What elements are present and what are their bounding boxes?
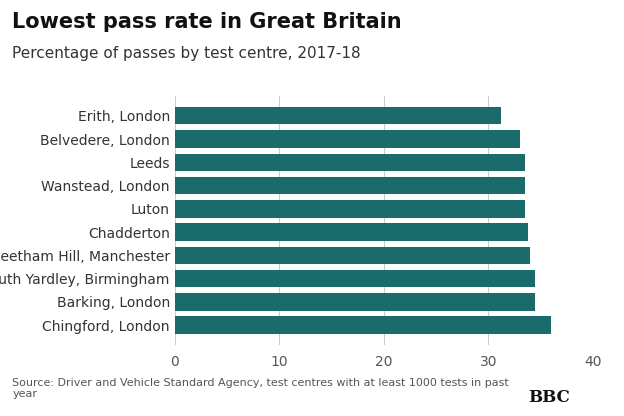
Bar xyxy=(175,130,520,148)
Bar xyxy=(175,107,501,124)
Bar xyxy=(175,293,535,311)
Bar xyxy=(175,200,525,218)
Bar xyxy=(175,223,528,241)
Bar xyxy=(175,177,525,194)
Bar xyxy=(175,154,525,171)
Bar xyxy=(175,317,551,334)
Text: Percentage of passes by test centre, 2017-18: Percentage of passes by test centre, 201… xyxy=(12,46,361,61)
Bar xyxy=(175,247,530,264)
Text: BBC: BBC xyxy=(529,389,570,406)
Text: Source: Driver and Vehicle Standard Agency, test centres with at least 1000 test: Source: Driver and Vehicle Standard Agen… xyxy=(12,378,509,399)
Text: Lowest pass rate in Great Britain: Lowest pass rate in Great Britain xyxy=(12,12,402,32)
Bar xyxy=(175,270,535,287)
